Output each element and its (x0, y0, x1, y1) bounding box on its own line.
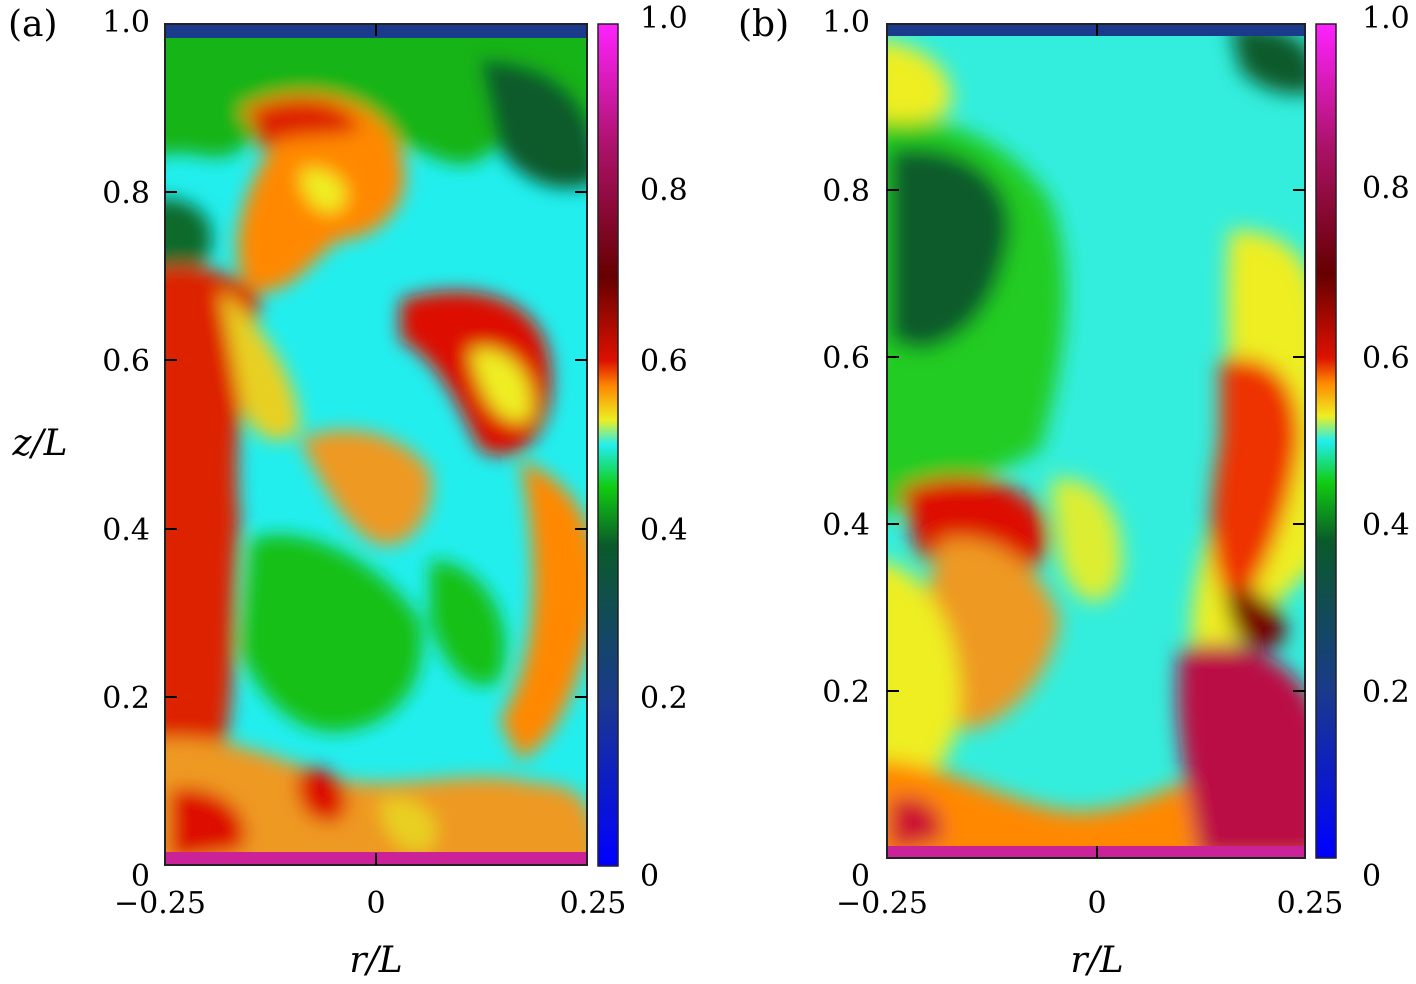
panel-b: (b) (738, 1, 1410, 981)
x-tick-label: −0.25 (114, 886, 206, 921)
panel-label-b: (b) (738, 4, 789, 45)
colorbar-b (1315, 23, 1337, 859)
y-tick-label: 1.0 (822, 5, 870, 40)
y-tick-label: 0.8 (822, 174, 870, 209)
colorbar-tick-label: 0.2 (1362, 675, 1410, 710)
x-axis-title-a: r/L (349, 940, 402, 981)
x-tick-label: 0.25 (1277, 886, 1344, 921)
colorbar-tick-label: 0.8 (640, 173, 688, 208)
colorbar-tick-label: 0.6 (1362, 341, 1410, 376)
y-tick-label: 0.2 (102, 681, 150, 716)
y-tick-label: 0.6 (822, 341, 870, 376)
y-axis-title-a: z/L (11, 423, 67, 464)
panel-a: (a) (8, 1, 688, 981)
colorbar-tick-label: 1.0 (640, 1, 688, 36)
x-tick-label: 0 (366, 886, 385, 921)
colorbar-tick-label: 1.0 (1362, 1, 1410, 36)
panel-label-a: (a) (8, 4, 58, 45)
heatmap-b (887, 24, 1305, 858)
y-tick-label: 0.4 (102, 513, 150, 548)
colorbar-tick-label: 0.2 (640, 681, 688, 716)
y-tick-label: 0.2 (822, 675, 870, 710)
x-tick-label: 0 (1087, 886, 1106, 921)
colorbar-tick-label: 0 (640, 859, 659, 894)
colorbar-tick-label: 0.4 (1362, 508, 1410, 543)
y-tick-label: 0 (131, 859, 150, 894)
y-tick-label: 0.8 (102, 176, 150, 211)
x-axis-title-b: r/L (1070, 940, 1123, 981)
ticks-a (165, 24, 587, 865)
colorbar-a (597, 23, 619, 867)
colorbar-tick-label: 0.4 (640, 513, 688, 548)
colorbar-tick-label: 0.8 (1362, 171, 1410, 206)
colorbar-tick-label: 0.6 (640, 344, 688, 379)
y-tick-label: 0 (851, 859, 870, 894)
y-tick-label: 0.4 (822, 508, 870, 543)
y-tick-label: 1.0 (102, 5, 150, 40)
x-tick-label: −0.25 (836, 886, 928, 921)
colorbar-tick-label: 0 (1362, 859, 1381, 894)
ticks-b (887, 24, 1305, 858)
heatmap-a (165, 24, 587, 865)
x-tick-label: 0.25 (560, 886, 627, 921)
y-tick-label: 0.6 (102, 344, 150, 379)
